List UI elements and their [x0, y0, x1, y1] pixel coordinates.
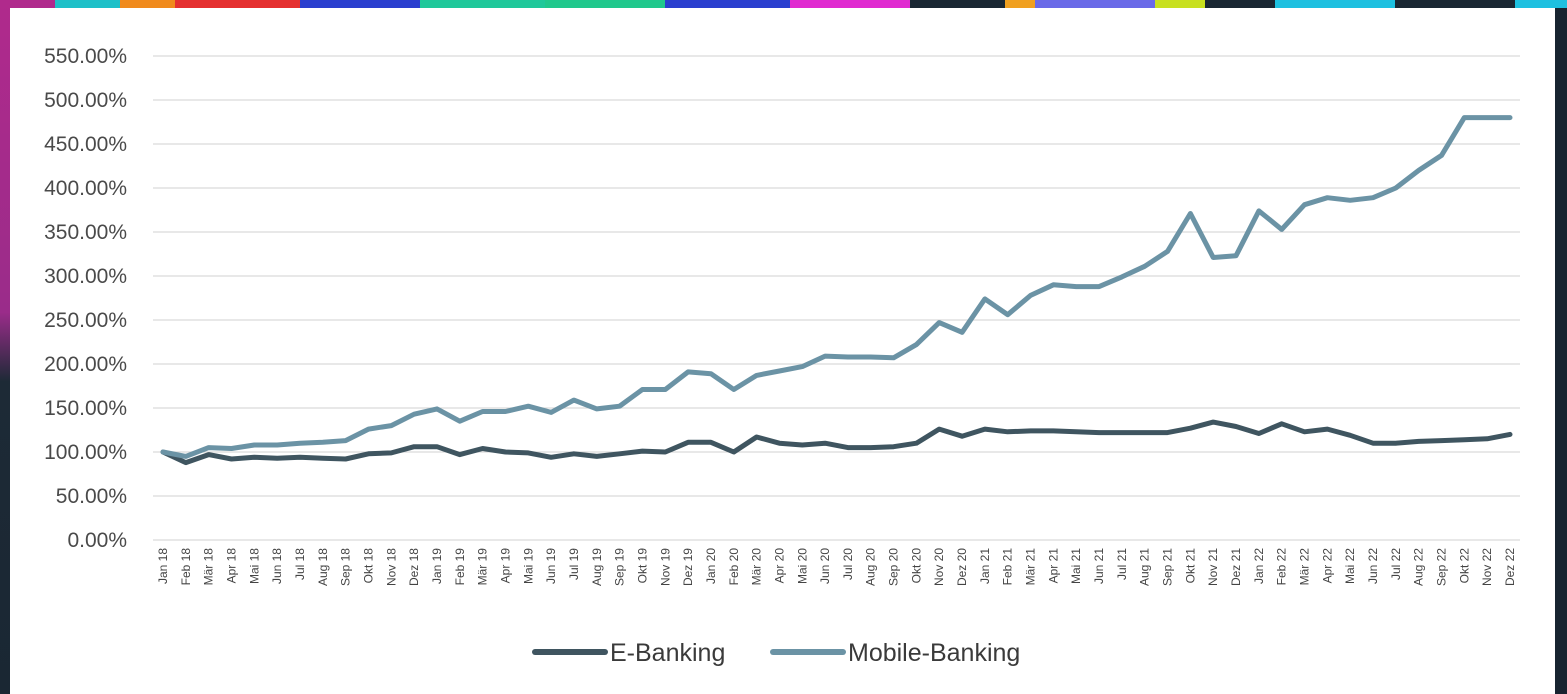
x-tick-label: Apr 18: [224, 548, 238, 584]
x-tick-label: Feb 19: [453, 548, 467, 586]
x-tick-label: Jun 21: [1092, 548, 1106, 584]
x-tick-label: Nov 18: [384, 548, 398, 586]
x-tick-label: Feb 21: [1001, 548, 1015, 586]
y-tick-label: 450.00%: [44, 133, 127, 156]
x-tick-label: Jul 21: [1115, 548, 1129, 580]
x-tick-label: Mär 18: [202, 548, 216, 586]
y-tick-label: 550.00%: [44, 45, 127, 68]
y-tick-label: 350.00%: [44, 221, 127, 244]
x-tick-label: Jan 22: [1252, 548, 1266, 584]
x-tick-label: Aug 20: [864, 548, 878, 586]
x-tick-label: Sep 21: [1161, 548, 1175, 586]
x-tick-label: Okt 18: [361, 548, 375, 584]
x-tick-label: Dez 19: [681, 548, 695, 586]
x-tick-label: Okt 20: [909, 548, 923, 584]
x-tick-label: Jan 18: [156, 548, 170, 584]
x-tick-label: Feb 20: [727, 548, 741, 586]
x-tick-label: Sep 18: [339, 548, 353, 586]
x-tick-label: Mär 22: [1298, 548, 1312, 586]
x-tick-label: Aug 18: [316, 548, 330, 586]
x-tick-label: Mai 19: [521, 548, 535, 584]
x-tick-label: Mär 21: [1024, 548, 1038, 586]
y-tick-label: 400.00%: [44, 177, 127, 200]
x-tick-label: Jan 20: [704, 548, 718, 584]
x-tick-label: Mai 21: [1069, 548, 1083, 584]
x-tick-label: Feb 18: [179, 548, 193, 586]
x-tick-label: Okt 22: [1457, 548, 1471, 584]
y-tick-label: 150.00%: [44, 397, 127, 420]
x-tick-label: Jan 21: [978, 548, 992, 584]
y-tick-label: 100.00%: [44, 441, 127, 464]
top-color-strip: [0, 0, 1567, 8]
x-tick-label: Aug 19: [590, 548, 604, 586]
x-tick-label: Mai 22: [1343, 548, 1357, 584]
x-tick-label: Jul 18: [293, 548, 307, 580]
x-tick-label: Nov 22: [1480, 548, 1494, 586]
x-tick-label: Dez 22: [1503, 548, 1517, 586]
x-tick-label: Aug 21: [1138, 548, 1152, 586]
x-tick-label: Sep 22: [1435, 548, 1449, 586]
x-tick-label: Dez 21: [1229, 548, 1243, 586]
x-tick-label: Jul 20: [841, 548, 855, 580]
series-line-mobile-banking: [160, 115, 1513, 459]
y-tick-label: 500.00%: [44, 89, 127, 112]
x-tick-label: Jun 22: [1366, 548, 1380, 584]
x-tick-label: Dez 18: [407, 548, 421, 586]
x-tick-label: Sep 19: [613, 548, 627, 586]
x-tick-label: Jan 19: [430, 548, 444, 584]
x-tick-label: Jul 22: [1389, 548, 1403, 580]
x-tick-label: Sep 20: [887, 548, 901, 586]
x-tick-label: Jun 18: [270, 548, 284, 584]
x-tick-label: Apr 21: [1046, 548, 1060, 584]
x-tick-label: Mai 20: [795, 548, 809, 584]
x-tick-label: Apr 19: [498, 548, 512, 584]
x-tick-label: Nov 21: [1206, 548, 1220, 586]
x-tick-label: Jul 19: [567, 548, 581, 580]
x-tick-label: Nov 19: [658, 548, 672, 586]
chart-panel: 0.00% 50.00% 100.00% 150.00% 200.00% 250.00% 3…: [10, 8, 1555, 694]
y-tick-label: 250.00%: [44, 309, 127, 332]
x-tick-label: Jun 19: [544, 548, 558, 584]
x-tick-label: Mär 19: [476, 548, 490, 586]
x-tick-label: Apr 22: [1320, 548, 1334, 584]
x-tick-label: Aug 22: [1412, 548, 1426, 586]
x-tick-label: Apr 20: [772, 548, 786, 584]
y-tick-label: 200.00%: [44, 353, 127, 376]
x-tick-label: Feb 22: [1275, 548, 1289, 586]
x-tick-label: Dez 20: [955, 548, 969, 586]
y-tick-label: 50.00%: [56, 485, 127, 508]
x-tick-label: Nov 20: [932, 548, 946, 586]
legend-label-mobile-banking: Mobile-Banking: [848, 639, 1020, 667]
x-tick-label: Jun 20: [818, 548, 832, 584]
y-tick-label: 0.00%: [67, 529, 127, 552]
legend-label-e-banking: E-Banking: [610, 639, 725, 667]
x-tick-label: Mai 18: [247, 548, 261, 584]
y-tick-label: 300.00%: [44, 265, 127, 288]
line-chart: 0.00% 50.00% 100.00% 150.00% 200.00% 250.00% 3…: [44, 45, 1520, 667]
x-tick-label: Okt 21: [1183, 548, 1197, 584]
series-line-e-banking: [160, 419, 1513, 466]
x-tick-label: Okt 19: [635, 548, 649, 584]
x-tick-label: Mär 20: [750, 548, 764, 586]
